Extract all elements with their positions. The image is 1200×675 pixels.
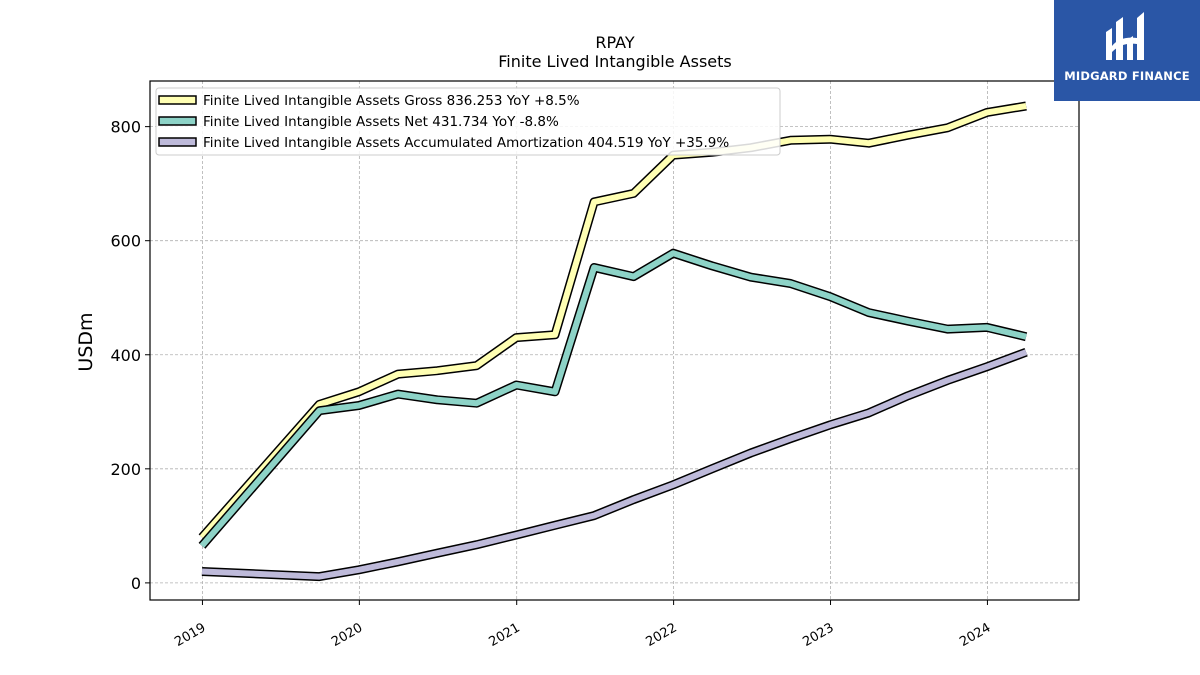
- y-axis-label: USDm: [75, 312, 97, 371]
- series-0-line: [199, 103, 1027, 540]
- y-tick-label: 600: [110, 232, 141, 251]
- legend-swatch-0: [158, 95, 197, 105]
- series-1-line: [199, 250, 1027, 548]
- midgard-logo-icon: [1106, 12, 1144, 60]
- legend-label-2: Finite Lived Intangible Assets Accumulat…: [203, 135, 729, 151]
- x-tick-label: 2024: [957, 620, 993, 650]
- chart-subtitle: Finite Lived Intangible Assets: [498, 52, 731, 71]
- y-tick-label: 800: [110, 118, 141, 137]
- y-tick-label: 0: [131, 574, 141, 593]
- chart-title: RPAY: [595, 33, 634, 52]
- x-tick-label: 2021: [487, 620, 523, 650]
- y-tick-label: 200: [110, 460, 141, 479]
- x-tick-label: 2023: [800, 620, 836, 650]
- legend-box: [155, 87, 781, 156]
- series-2-outline: [201, 347, 1028, 582]
- legend-swatch-2: [158, 137, 197, 147]
- legend-label-1: Finite Lived Intangible Assets Net 431.7…: [203, 114, 559, 130]
- legend-label-0: Finite Lived Intangible Assets Gross 836…: [203, 93, 580, 109]
- series-2-line: [201, 349, 1028, 580]
- x-tick-label: 2019: [172, 620, 208, 650]
- legend: Finite Lived Intangible Assets Gross 836…: [155, 87, 781, 156]
- brand-logo: MIDGARD FINANCE: [1054, 0, 1200, 101]
- y-tick-label: 400: [110, 346, 141, 365]
- grid: [150, 81, 1079, 600]
- legend-swatch-1: [158, 116, 197, 126]
- x-tick-label: 2022: [643, 620, 679, 650]
- x-tick-label: 2020: [329, 620, 365, 650]
- plot-frame: [149, 80, 1080, 601]
- brand-name: MIDGARD FINANCE: [1064, 69, 1190, 83]
- series-lines: [198, 101, 1028, 582]
